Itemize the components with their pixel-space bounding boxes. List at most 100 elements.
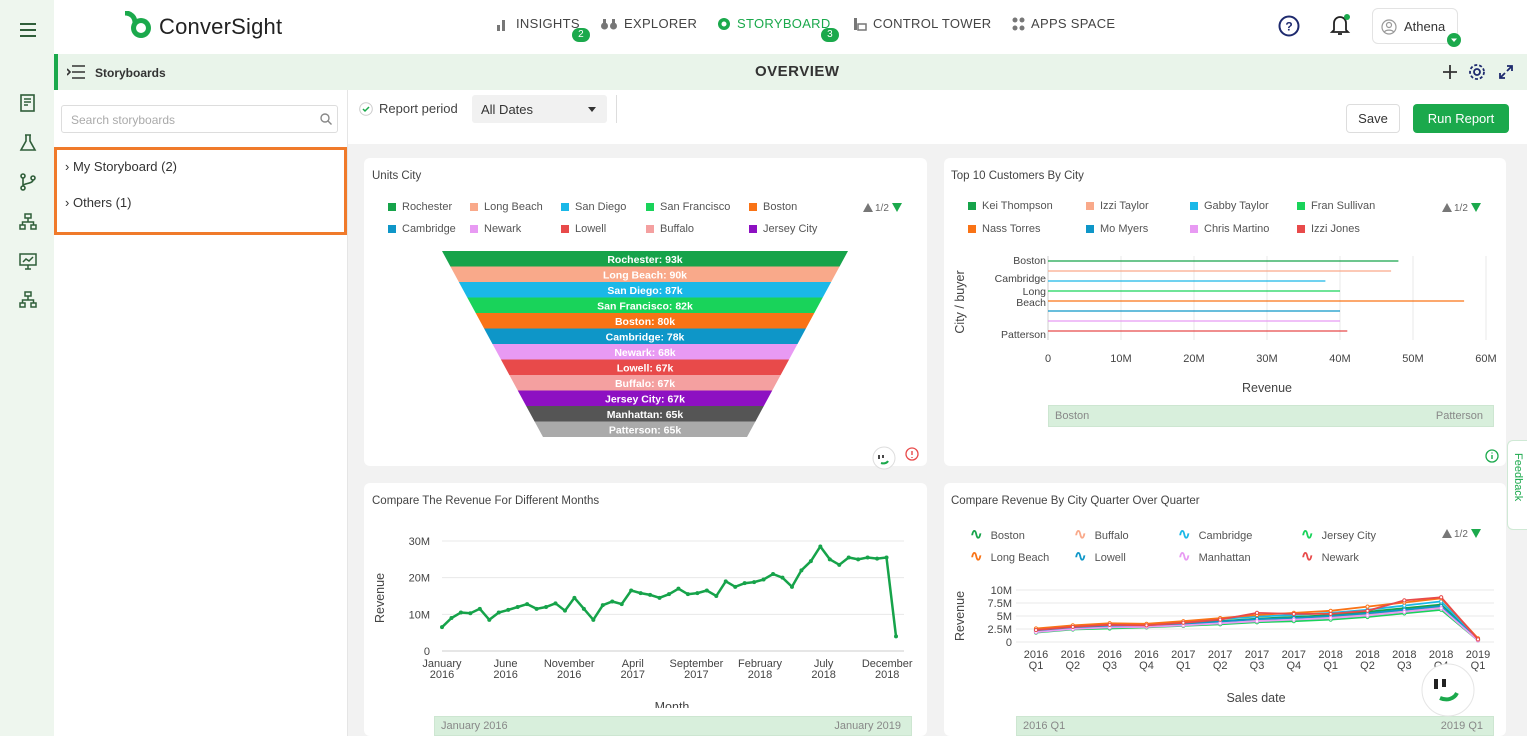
checkmark-circle-icon[interactable] <box>359 102 373 116</box>
help-icon[interactable]: ? <box>1278 15 1300 37</box>
tree-item-others[interactable]: › Others (1) <box>65 195 131 210</box>
legend-item[interactable]: Boston <box>749 201 797 213</box>
legend-item[interactable]: Nass Torres <box>968 223 1040 235</box>
y-tick-label: 5M <box>997 611 1012 623</box>
data-point <box>1439 606 1444 611</box>
lab-flask-icon[interactable] <box>18 133 38 153</box>
funnel-segment <box>467 297 823 313</box>
legend-item[interactable]: Mo Myers <box>1086 223 1148 235</box>
legend-label: Mo Myers <box>1100 223 1149 235</box>
legend-item[interactable]: ∿ Jersey City <box>1301 525 1376 543</box>
legend-item[interactable]: Fran Sullivan <box>1297 200 1375 212</box>
legend-item[interactable]: Kei Thompson <box>968 200 1053 212</box>
legend-item[interactable]: ∿ Boston <box>970 525 1025 543</box>
notification-bell-icon[interactable] <box>1329 13 1351 37</box>
info-icon[interactable] <box>905 447 919 461</box>
pager-up-icon[interactable] <box>1442 529 1452 538</box>
y-tick-label: Boston <box>1013 255 1046 267</box>
report-period-select[interactable]: All Dates <box>472 95 607 123</box>
legend-item[interactable]: Newark <box>470 223 521 235</box>
legend-pager[interactable]: 1/2 <box>862 201 904 213</box>
settings-gear-icon[interactable] <box>1468 63 1486 81</box>
tree-item-my-storyboard[interactable]: › My Storyboard (2) <box>65 159 177 174</box>
legend-item[interactable]: Long Beach <box>470 201 543 213</box>
x-tick-label: September <box>669 658 723 670</box>
user-dropdown-icon[interactable] <box>1447 33 1461 47</box>
collapse-list-icon[interactable] <box>67 65 85 79</box>
data-point <box>1291 611 1296 617</box>
legend-item[interactable]: Buffalo <box>646 223 694 235</box>
data-point <box>1439 595 1444 600</box>
legend-label: Jersey City <box>1321 530 1376 542</box>
add-icon[interactable] <box>1443 65 1457 79</box>
data-point <box>1328 615 1333 621</box>
pager-up-icon[interactable] <box>863 203 873 212</box>
nav-explorer[interactable]: EXPLORER <box>600 16 697 31</box>
search-icon[interactable] <box>320 113 332 125</box>
org-chart-icon[interactable] <box>18 290 38 310</box>
chat-assistant-icon[interactable] <box>1420 662 1476 718</box>
user-menu[interactable]: Athena <box>1372 8 1461 47</box>
insights-icon[interactable] <box>18 93 38 113</box>
legend-item[interactable]: ∿ Long Beach <box>970 547 1049 565</box>
legend-item[interactable]: Rochester <box>388 201 452 213</box>
legend-item[interactable]: Lowell <box>561 223 606 235</box>
branch-icon[interactable] <box>18 172 38 192</box>
nav-apps-space[interactable]: APPS SPACE <box>1012 16 1115 31</box>
legend-pager[interactable]: 1/2 <box>1441 527 1483 539</box>
legend-swatch <box>470 203 478 211</box>
range-slider[interactable]: Boston Patterson <box>1048 405 1494 427</box>
hierarchy-icon[interactable] <box>18 212 38 232</box>
x-tick-label: Q3 <box>1102 660 1117 672</box>
legend-item[interactable]: Gabby Taylor <box>1190 200 1269 212</box>
legend-item[interactable]: Jersey City <box>749 223 817 235</box>
data-point <box>1402 598 1407 603</box>
run-report-button[interactable]: Run Report <box>1413 104 1509 133</box>
info-icon[interactable] <box>1485 449 1499 463</box>
save-button[interactable]: Save <box>1346 104 1400 133</box>
menu-icon[interactable] <box>18 20 38 40</box>
x-tick-label: Q3 <box>1250 660 1265 672</box>
legend-item[interactable]: ∿ Cambridge <box>1178 525 1252 543</box>
feedback-tab[interactable]: Feedback <box>1507 440 1527 530</box>
legend-item[interactable]: ∿ Buffalo <box>1074 525 1129 543</box>
expand-icon[interactable] <box>1499 65 1513 79</box>
revenue-quarter-line-chart: 02.5M5M7.5M10M2016Q12016Q22016Q32016Q420… <box>953 585 1494 705</box>
legend-swatch <box>1297 225 1305 233</box>
legend-item[interactable]: ∿ Newark <box>1301 547 1359 565</box>
y-tick-label: 7.5M <box>988 598 1012 610</box>
funnel-label: Patterson: 65k <box>609 424 682 436</box>
legend-item[interactable]: Izzi Jones <box>1297 223 1360 235</box>
data-point <box>610 599 615 604</box>
legend-item[interactable]: San Francisco <box>646 201 730 213</box>
range-slider[interactable]: 2016 Q1 2019 Q1 <box>1016 716 1494 736</box>
search-storyboards-input[interactable]: Search storyboards <box>61 105 338 133</box>
legend-swatch <box>561 225 569 233</box>
pager-down-icon[interactable] <box>892 203 902 212</box>
data-point <box>544 605 549 609</box>
nav-storyboard[interactable]: STORYBOARD 3 <box>717 16 839 42</box>
legend-item[interactable]: Cambridge <box>388 223 456 235</box>
assistant-bot-icon[interactable] <box>872 446 896 470</box>
funnel-label: Cambridge: 78k <box>606 331 685 343</box>
legend-item[interactable]: ∿ Lowell <box>1074 547 1126 565</box>
legend-swatch <box>646 203 654 211</box>
data-point <box>799 568 804 573</box>
x-tick-label: 2018 <box>1392 649 1416 661</box>
presentation-icon[interactable] <box>18 251 38 271</box>
pager-up-icon[interactable] <box>1442 203 1452 212</box>
legend-item[interactable]: ∿ Manhattan <box>1178 547 1251 565</box>
range-slider[interactable]: January 2016 January 2019 <box>434 716 912 736</box>
pager-down-icon[interactable] <box>1471 203 1481 212</box>
nav-control-tower[interactable]: CONTROL TOWER <box>853 16 992 31</box>
legend-item[interactable]: San Diego <box>561 201 626 213</box>
legend-swatch <box>749 203 757 211</box>
pager-down-icon[interactable] <box>1471 529 1481 538</box>
card-title: Compare Revenue By City Quarter Over Qua… <box>951 495 1200 507</box>
legend-item[interactable]: Izzi Taylor <box>1086 200 1149 212</box>
legend-item[interactable]: Chris Martino <box>1190 223 1269 235</box>
storyboard-badge: 3 <box>821 28 839 42</box>
legend-pager[interactable]: 1/2 <box>1441 201 1483 213</box>
x-tick-label: 2017 <box>684 669 708 681</box>
nav-insights[interactable]: INSIGHTS 2 <box>496 16 590 42</box>
